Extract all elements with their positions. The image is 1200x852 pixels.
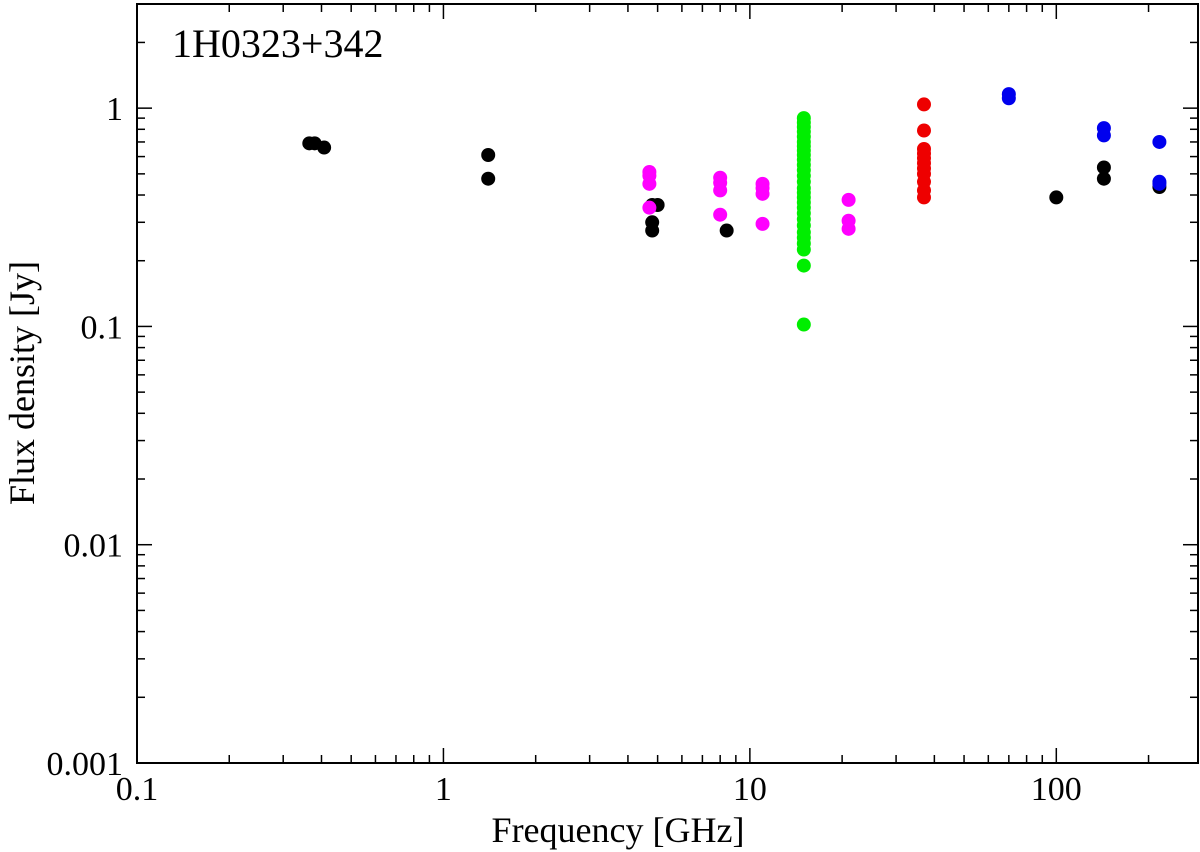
x-tick-label: 10 — [733, 771, 767, 808]
y-axis-title: Flux density [Jy] — [2, 261, 42, 505]
data-point — [841, 192, 856, 207]
tick-labels: 0.1 1 10 100 0.001 0.01 0.1 1 — [47, 91, 1082, 808]
data-point — [645, 223, 660, 238]
data-point — [916, 97, 931, 112]
x-axis-title: Frequency [GHz] — [492, 810, 745, 850]
data-point — [1096, 171, 1111, 186]
data-points — [302, 87, 1167, 332]
y-tick-label: 0.001 — [47, 746, 124, 783]
data-point — [755, 186, 770, 201]
data-point — [719, 223, 734, 238]
x-tick-label: 100 — [1031, 771, 1082, 808]
data-point — [796, 242, 811, 257]
data-point — [1096, 128, 1111, 143]
data-point — [796, 317, 811, 332]
data-point — [1001, 91, 1016, 106]
data-point — [916, 123, 931, 138]
y-tick-label: 1 — [106, 91, 123, 128]
data-point — [317, 140, 332, 155]
data-point — [841, 221, 856, 236]
data-point — [1152, 134, 1167, 149]
axis-ticks — [136, 3, 1198, 764]
plot-annotation: 1H0323+342 — [172, 21, 383, 66]
x-tick-label: 0.1 — [116, 771, 159, 808]
data-point — [481, 148, 496, 163]
data-point — [642, 176, 657, 191]
data-point — [642, 200, 657, 215]
data-point — [755, 216, 770, 231]
data-point — [916, 190, 931, 205]
data-point — [796, 258, 811, 273]
data-point — [713, 207, 728, 222]
data-point — [1096, 160, 1111, 175]
x-tick-label: 1 — [435, 771, 452, 808]
y-tick-label: 0.1 — [81, 309, 124, 346]
data-point — [1049, 190, 1064, 205]
data-point — [713, 183, 728, 198]
data-point — [481, 171, 496, 186]
y-tick-label: 0.01 — [64, 528, 124, 565]
plot-frame — [136, 3, 1199, 764]
data-point — [1152, 176, 1167, 191]
